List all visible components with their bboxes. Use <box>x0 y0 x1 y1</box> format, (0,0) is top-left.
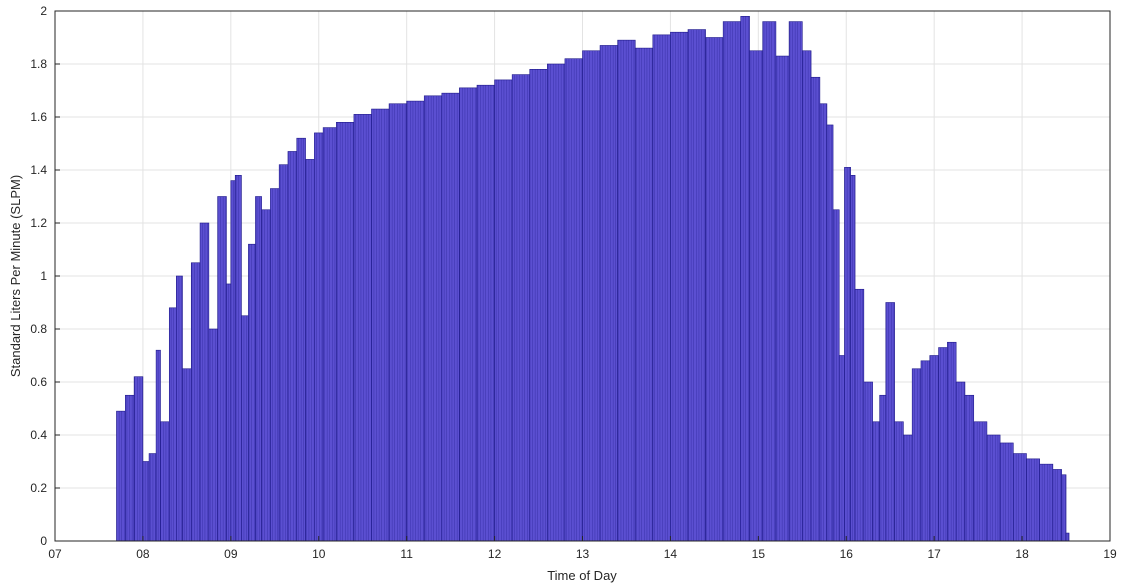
x-tick-label: 08 <box>136 547 150 561</box>
x-ticks: 07 08 09 10 11 12 13 14 15 16 17 18 19 <box>48 536 1117 561</box>
y-tick-label: 0.6 <box>30 375 47 389</box>
data-bar <box>634 47 654 542</box>
data-bar <box>388 103 407 542</box>
x-tick-label: 09 <box>224 547 238 561</box>
data-bar <box>160 421 170 542</box>
data-bar <box>230 180 236 542</box>
data-bar <box>142 461 150 542</box>
x-tick-label: 18 <box>1015 547 1029 561</box>
data-bar <box>494 79 513 542</box>
data-bar <box>999 442 1014 542</box>
data-bar <box>261 209 271 542</box>
data-bar <box>255 196 262 542</box>
y-tick-label: 0 <box>40 534 47 548</box>
x-tick-label: 07 <box>48 547 62 561</box>
x-tick-label: 11 <box>400 547 413 561</box>
data-bar <box>226 283 232 542</box>
data-bar <box>1039 463 1054 542</box>
data-bar <box>885 302 895 542</box>
x-tick-label: 15 <box>752 547 766 561</box>
y-tick-label: 1.4 <box>30 163 47 177</box>
y-tick-label: 0.8 <box>30 322 47 336</box>
y-tick-label: 1 <box>40 269 47 283</box>
data-bar <box>116 410 126 542</box>
x-tick-label: 19 <box>1103 547 1117 561</box>
y-axis-title: Standard Liters Per Minute (SLPM) <box>8 175 23 377</box>
x-axis-title: Time of Day <box>547 568 617 583</box>
x-tick-label: 13 <box>576 547 590 561</box>
data-bar <box>190 262 201 542</box>
data-bar <box>168 307 177 542</box>
y-tick-label: 2 <box>40 4 47 18</box>
data-bar <box>1065 532 1070 542</box>
data-bar <box>955 381 966 542</box>
y-tick-label: 1.2 <box>30 216 47 230</box>
data-bar <box>441 92 460 542</box>
data-bar <box>287 151 298 542</box>
data-bar <box>911 368 922 542</box>
data-bar <box>872 421 880 542</box>
y-ticks: 0 0.2 0.4 0.6 0.8 1 1.2 1.4 1.6 1.8 2 <box>30 4 60 548</box>
data-bar <box>929 355 939 542</box>
y-tick-label: 0.2 <box>30 481 47 495</box>
data-bar <box>903 434 913 542</box>
data-bar <box>850 175 856 542</box>
y-tick-label: 1.8 <box>30 57 47 71</box>
data-bar <box>423 95 443 542</box>
x-tick-label: 14 <box>664 547 678 561</box>
data-bar <box>564 58 583 542</box>
x-tick-label: 10 <box>312 547 326 561</box>
data-bar <box>1012 453 1027 542</box>
data-bar <box>217 196 227 542</box>
data-bar <box>305 159 315 542</box>
data-bar <box>879 394 887 542</box>
data-bar <box>133 376 144 542</box>
data-bar <box>801 50 812 542</box>
y-tick-label: 1.6 <box>30 110 47 124</box>
data-bar <box>1026 458 1040 542</box>
data-bar <box>687 29 706 542</box>
data-bar <box>617 39 636 542</box>
y-tick-label: 0.4 <box>30 428 47 442</box>
x-tick-label: 16 <box>840 547 854 561</box>
x-tick-label: 17 <box>927 547 941 561</box>
data-bar <box>826 124 834 542</box>
data-bar <box>459 87 478 542</box>
x-tick-label: 12 <box>488 547 502 561</box>
data-bar <box>241 315 249 542</box>
